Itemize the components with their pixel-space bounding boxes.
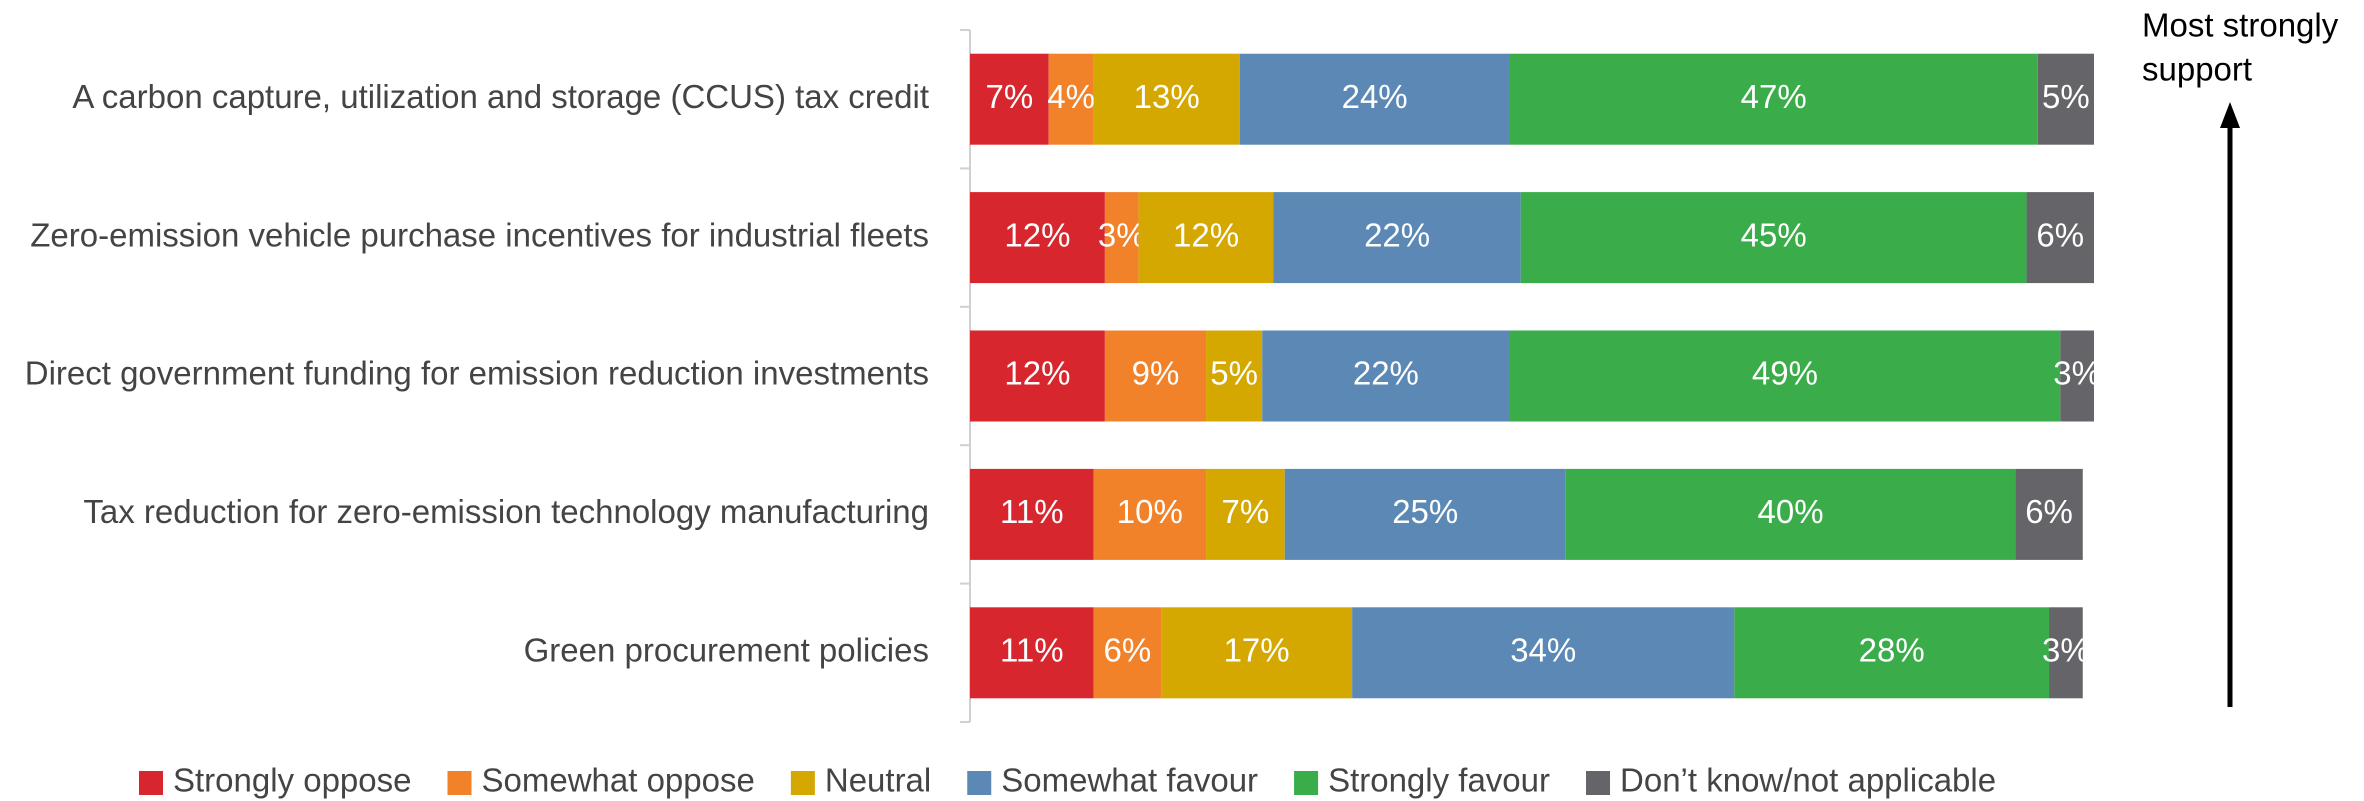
legend-label: Strongly oppose bbox=[173, 762, 412, 799]
category-label: Green procurement policies bbox=[524, 632, 929, 669]
value-label: 6% bbox=[2025, 493, 2073, 530]
value-label: 24% bbox=[1342, 78, 1408, 115]
legend-label: Somewhat oppose bbox=[482, 762, 755, 799]
bar-segment bbox=[1048, 53, 1094, 145]
value-label: 28% bbox=[1859, 632, 1925, 669]
bar-segment bbox=[2037, 53, 2094, 145]
category-label: Zero-emission vehicle purchase incentive… bbox=[30, 216, 929, 253]
category-label: Direct government funding for emission r… bbox=[25, 355, 929, 392]
legend-swatch bbox=[1586, 771, 1611, 795]
bar-segment bbox=[1734, 607, 2050, 699]
bar-segment bbox=[2060, 330, 2094, 422]
value-label: 25% bbox=[1392, 493, 1458, 530]
value-label: 49% bbox=[1752, 355, 1818, 392]
value-label: 12% bbox=[1173, 216, 1239, 253]
bar-segment bbox=[1093, 53, 1240, 145]
legend-swatch bbox=[447, 771, 472, 795]
bar-segment bbox=[970, 468, 1094, 560]
bar-segment bbox=[1262, 330, 1510, 422]
value-label: 12% bbox=[1004, 355, 1070, 392]
value-label: 45% bbox=[1741, 216, 1807, 253]
value-label: 3% bbox=[1098, 216, 1146, 253]
value-label: 5% bbox=[1210, 355, 1258, 392]
value-label: 5% bbox=[2042, 78, 2090, 115]
legend-swatch bbox=[790, 771, 815, 795]
value-label: 22% bbox=[1353, 355, 1419, 392]
value-label: 11% bbox=[1000, 493, 1064, 530]
annotation: support bbox=[2142, 51, 2252, 88]
value-label: 10% bbox=[1117, 493, 1183, 530]
value-label: 22% bbox=[1364, 216, 1430, 253]
bar-segment bbox=[1509, 330, 2061, 422]
value-label: 7% bbox=[985, 78, 1033, 115]
bar-segment bbox=[970, 607, 1094, 699]
bar-segment bbox=[1284, 468, 1566, 560]
legend-swatch bbox=[139, 771, 163, 795]
bar-segment bbox=[970, 192, 1105, 284]
category-label: Tax reduction for zero-emission technolo… bbox=[83, 493, 929, 530]
value-label: 34% bbox=[1510, 632, 1576, 669]
legend-label: Neutral bbox=[825, 762, 931, 799]
bar-segment bbox=[1565, 468, 2016, 560]
value-label: 6% bbox=[2036, 216, 2084, 253]
value-label: 11% bbox=[1000, 632, 1064, 669]
bar-segment bbox=[2049, 607, 2083, 699]
bar-segment bbox=[1104, 192, 1139, 284]
bar-segment bbox=[1093, 468, 1207, 560]
value-label: 9% bbox=[1132, 355, 1180, 392]
value-label: 47% bbox=[1741, 78, 1807, 115]
bar-segment bbox=[1138, 192, 1274, 284]
arrow-head bbox=[2220, 102, 2240, 128]
value-label: 3% bbox=[2042, 632, 2090, 669]
legend-label: Strongly favour bbox=[1328, 762, 1550, 799]
bar-segment bbox=[1273, 192, 1521, 284]
value-label: 6% bbox=[1104, 632, 1152, 669]
bar-segment bbox=[2015, 468, 2083, 560]
bar-segment bbox=[1161, 607, 1353, 699]
value-label: 3% bbox=[2053, 355, 2101, 392]
bar-segment bbox=[1509, 53, 2038, 145]
bar-segment bbox=[2026, 192, 2094, 284]
bar-segment bbox=[1093, 607, 1162, 699]
legend-swatch bbox=[967, 771, 992, 795]
value-label: 40% bbox=[1757, 493, 1823, 530]
bar-segment bbox=[1239, 53, 1510, 145]
bar-segment bbox=[970, 330, 1105, 422]
bar-segment bbox=[1206, 330, 1263, 422]
bar-segment bbox=[1352, 607, 1735, 699]
legend-label: Don’t know/not applicable bbox=[1620, 762, 1996, 799]
category-label: A carbon capture, utilization and storag… bbox=[72, 78, 929, 115]
value-label: 12% bbox=[1004, 216, 1070, 253]
legend-label: Somewhat favour bbox=[1001, 762, 1258, 799]
bar-segment bbox=[1520, 192, 2027, 284]
bar-segment bbox=[970, 53, 1049, 145]
value-label: 13% bbox=[1134, 78, 1200, 115]
annotation: Most strongly bbox=[2142, 7, 2339, 44]
value-label: 17% bbox=[1224, 632, 1290, 669]
legend-swatch bbox=[1294, 771, 1319, 795]
bar-segment bbox=[1104, 330, 1207, 422]
value-label: 4% bbox=[1047, 78, 1095, 115]
bar-segment bbox=[1206, 468, 1285, 560]
value-label: 7% bbox=[1222, 493, 1270, 530]
